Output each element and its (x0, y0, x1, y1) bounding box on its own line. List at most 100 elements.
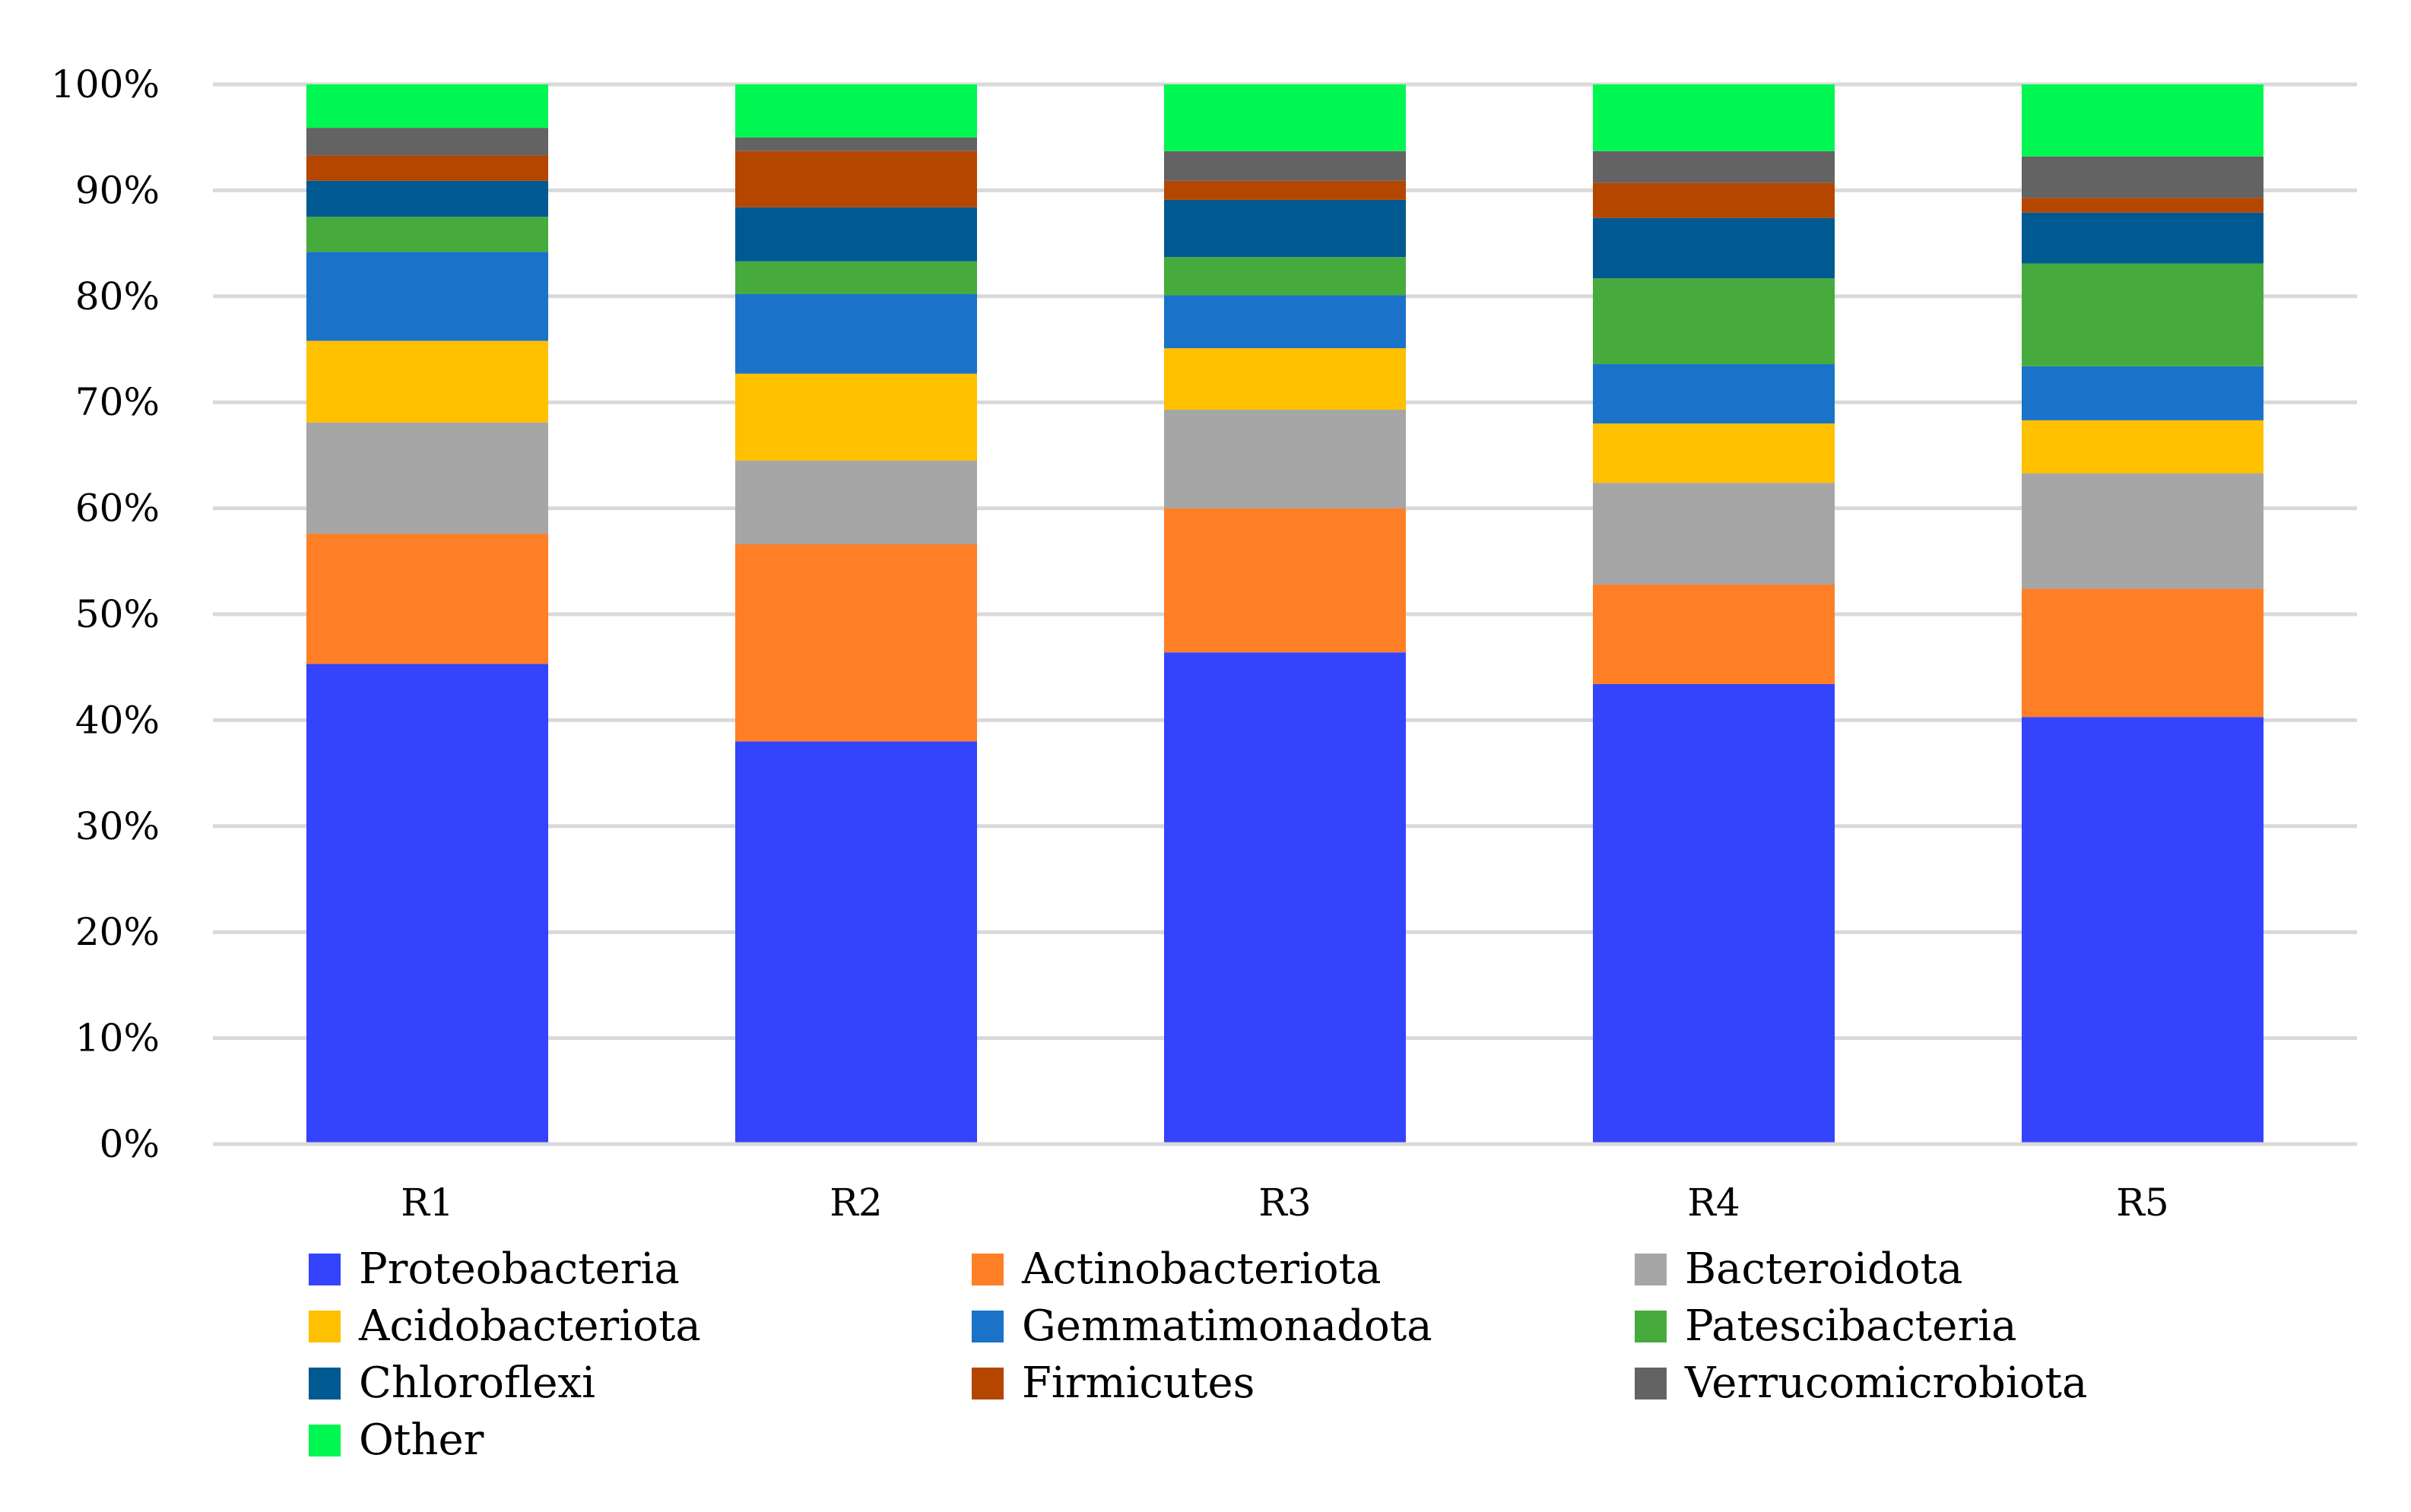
bar-segment-chloroflexi (735, 207, 977, 262)
legend-swatch (1635, 1311, 1667, 1342)
bar-segment-chloroflexi (306, 180, 548, 217)
y-tick-label: 30% (75, 804, 160, 848)
legend-label: Patescibacteria (1685, 1301, 2017, 1351)
y-tick-label: 50% (75, 592, 160, 636)
bar-segment-chloroflexi (2022, 212, 2263, 264)
bar-segment-verrucomicrobiota (1593, 151, 1835, 183)
bar-segment-actinobacteriota (2022, 588, 2263, 718)
bar-segment-other (1164, 84, 1406, 151)
legend-entry: Verrucomicrobiota (1635, 1358, 2087, 1408)
legend-entry: Acidobacteriota (309, 1301, 701, 1351)
x-tick-label: R1 (401, 1181, 453, 1225)
bar-segment-actinobacteriota (735, 544, 977, 742)
legend-label: Other (359, 1415, 484, 1465)
legend-swatch (309, 1425, 341, 1457)
bar-segment-bacteroidota (2022, 473, 2263, 589)
y-tick-label: 80% (75, 274, 160, 319)
x-tick-label: R5 (2116, 1181, 2168, 1225)
legend-entry: Gemmatimonadota (972, 1301, 1432, 1351)
legend-entry: Other (309, 1415, 484, 1465)
bar-segment-proteobacteria (735, 741, 977, 1144)
bar-segment-actinobacteriota (1164, 508, 1406, 653)
bar-stack-r5 (2022, 84, 2263, 1144)
bar-segment-verrucomicrobiota (1164, 151, 1406, 181)
bar-segment-patescibacteria (306, 217, 548, 252)
x-tick-label: R4 (1687, 1181, 1740, 1225)
bar-segment-firmicutes (1164, 180, 1406, 200)
legend-label: Chloroflexi (359, 1358, 595, 1408)
legend-swatch (972, 1311, 1004, 1342)
bar-segment-gemmatimonadota (1164, 295, 1406, 349)
bar-segment-other (2022, 84, 2263, 157)
legend-swatch (972, 1254, 1004, 1285)
bar-segment-bacteroidota (1164, 409, 1406, 509)
bar-segment-bacteroidota (306, 422, 548, 534)
bar-segment-acidobacteriota (1164, 348, 1406, 410)
y-tick-label: 60% (75, 487, 160, 531)
bar-segment-gemmatimonadota (735, 294, 977, 374)
x-tick-label: R3 (1258, 1181, 1311, 1225)
y-tick-label: 20% (75, 910, 160, 954)
bar-segment-chloroflexi (1164, 199, 1406, 258)
y-tick-label: 100% (51, 62, 160, 106)
legend-entry: Chloroflexi (309, 1358, 595, 1408)
y-axis-ticks: 0% 10% 20% 30% 40% 50% 60% 70% 80% 90% 100% (51, 62, 160, 1166)
bar-segment-actinobacteriota (1593, 584, 1835, 685)
bar-segment-firmicutes (2022, 198, 2263, 213)
legend-swatch (309, 1368, 341, 1399)
bar-segment-bacteroidota (735, 460, 977, 544)
bar-segment-patescibacteria (1164, 257, 1406, 296)
bar-stack-r1 (306, 84, 548, 1144)
y-tick-label: 90% (75, 168, 160, 212)
bar-segment-acidobacteriota (306, 341, 548, 423)
x-axis-ticks: R1 R2 R3 R4 R5 (401, 1181, 2168, 1225)
y-tick-label: 40% (75, 698, 160, 742)
legend-entry: Proteobacteria (309, 1244, 680, 1294)
bar-stack-r2 (735, 84, 977, 1144)
bar-segment-acidobacteriota (1593, 423, 1835, 483)
legend-entry: Patescibacteria (1635, 1301, 2017, 1351)
bar-segment-patescibacteria (735, 261, 977, 295)
x-tick-label: R2 (830, 1181, 882, 1225)
bar-segment-bacteroidota (1593, 483, 1835, 585)
y-tick-label: 0% (100, 1122, 160, 1166)
bar-segment-gemmatimonadota (306, 252, 548, 341)
legend-entry: Actinobacteriota (972, 1244, 1382, 1294)
bar-stack-r4 (1593, 84, 1835, 1144)
bar-segment-proteobacteria (1593, 684, 1835, 1144)
legend-entry: Firmicutes (972, 1358, 1255, 1408)
bar-segment-verrucomicrobiota (2022, 156, 2263, 198)
bar-segment-acidobacteriota (735, 373, 977, 461)
bar-segment-other (306, 84, 548, 128)
legend: Proteobacteria Actinobacteriota Bacteroido… (309, 1244, 2087, 1465)
legend-swatch (1635, 1368, 1667, 1399)
bar-segment-proteobacteria (2022, 717, 2263, 1144)
legend-label: Actinobacteriota (1021, 1244, 1382, 1294)
bar-stack-r3 (1164, 84, 1406, 1144)
y-tick-label: 10% (75, 1016, 160, 1060)
bar-segment-firmicutes (735, 151, 977, 208)
bar-segment-acidobacteriota (2022, 420, 2263, 474)
legend-entry: Bacteroidota (1635, 1244, 1962, 1294)
legend-label: Firmicutes (1022, 1358, 1255, 1408)
bar-segment-verrucomicrobiota (735, 137, 977, 151)
legend-label: Proteobacteria (359, 1244, 680, 1294)
bar-segment-gemmatimonadota (1593, 364, 1835, 424)
bar-segment-verrucomicrobiota (306, 128, 548, 156)
legend-label: Verrucomicrobiota (1684, 1358, 2087, 1408)
bars (306, 84, 2263, 1144)
legend-swatch (972, 1368, 1004, 1399)
bar-segment-patescibacteria (2022, 263, 2263, 366)
bar-segment-proteobacteria (1164, 652, 1406, 1144)
legend-label: Bacteroidota (1685, 1244, 1962, 1294)
bar-segment-actinobacteriota (306, 534, 548, 664)
legend-label: Gemmatimonadota (1022, 1301, 1432, 1351)
legend-label: Acidobacteriota (358, 1301, 701, 1351)
legend-swatch (309, 1254, 341, 1285)
legend-swatch (309, 1311, 341, 1342)
bar-segment-gemmatimonadota (2022, 366, 2263, 420)
bar-segment-chloroflexi (1593, 217, 1835, 279)
bar-segment-firmicutes (1593, 182, 1835, 218)
